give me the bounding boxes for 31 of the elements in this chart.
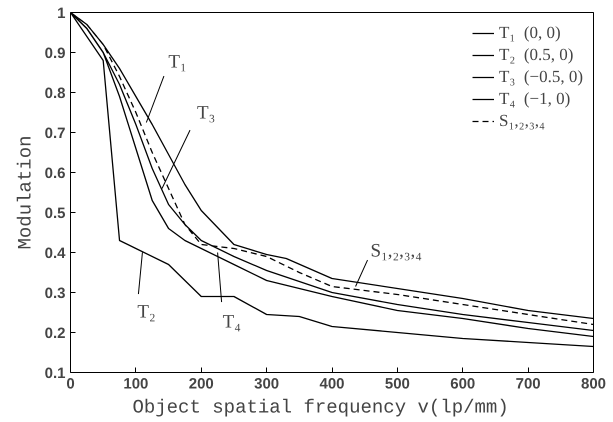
y-tick-label: 0.1	[44, 365, 66, 382]
x-tick-label: 700	[516, 376, 541, 392]
annotation: S₁,₂,₃,₄	[370, 240, 422, 262]
annotation: T₄	[222, 312, 241, 332]
legend-label: T₁ (0, 0)	[499, 22, 561, 44]
x-tick-label: 400	[319, 376, 345, 392]
y-tick-label: 0.3	[44, 285, 66, 302]
y-tick-label: 0.5	[44, 205, 66, 222]
x-tick-label: 800	[580, 376, 606, 392]
x-tick-label: 300	[254, 376, 280, 392]
annotation: T₃	[197, 102, 216, 124]
x-tick-label: 200	[188, 376, 214, 392]
y-tick-label: 0.8	[44, 85, 66, 102]
x-axis-title: Object spatial frequency v(lp/mm)	[132, 396, 509, 418]
x-tick-label: 100	[123, 376, 148, 392]
legend-label: T₃ (−0.5, 0)	[499, 66, 583, 88]
x-tick-label: 600	[450, 376, 476, 392]
y-tick-label: 0.2	[44, 325, 66, 342]
x-tick-label: 0	[66, 376, 75, 392]
y-tick-label: 0.4	[44, 245, 66, 262]
annotation: T₂	[137, 302, 156, 322]
y-tick-label: 0.9	[44, 45, 66, 62]
x-tick-label: 500	[384, 376, 410, 392]
y-tick-label: 0.7	[44, 125, 66, 142]
y-axis-title: Modulation	[14, 135, 37, 250]
y-tick-label: 0.6	[44, 165, 66, 182]
annotation: T₁	[168, 52, 187, 72]
legend-label: T₄ (−1, 0)	[499, 88, 570, 110]
y-tick-label: 1	[57, 5, 66, 22]
legend-label: T₂ (0.5, 0)	[499, 44, 574, 66]
legend-label: S₁,₂,₃,₄	[499, 110, 545, 132]
